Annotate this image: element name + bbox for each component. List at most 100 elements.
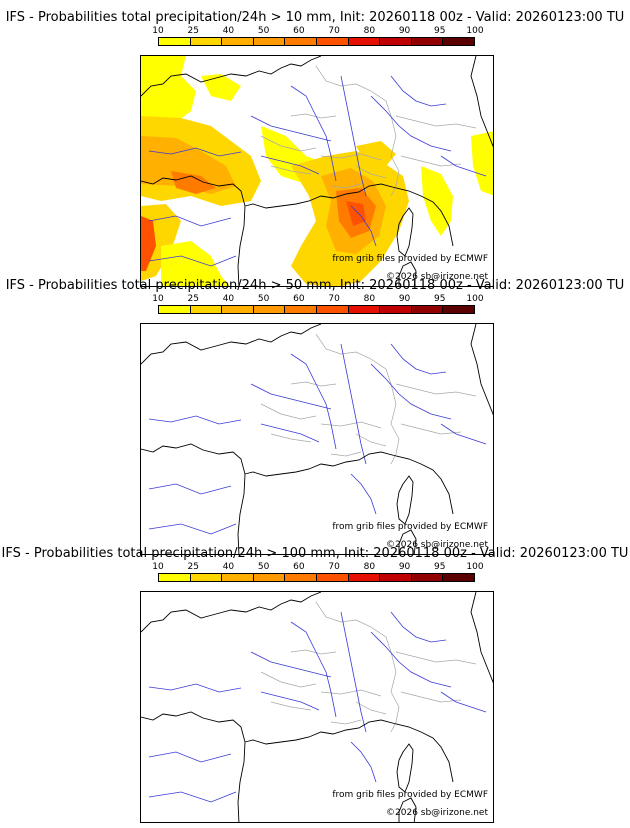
colorbar-swatch xyxy=(190,38,223,45)
precip-area xyxy=(346,201,366,226)
admin-border xyxy=(400,155,462,167)
colorbar-swatch xyxy=(285,306,317,313)
admin-border xyxy=(260,135,317,152)
admin-border xyxy=(290,113,337,119)
river xyxy=(260,155,320,175)
colorbar-tick-label: 60 xyxy=(293,26,305,36)
colorbar-swatch xyxy=(443,574,474,581)
river xyxy=(440,423,487,445)
admin-border xyxy=(395,383,477,397)
river xyxy=(148,147,242,157)
colorbar-tick-label: 70 xyxy=(328,26,340,36)
coastline xyxy=(244,183,454,247)
precip-area xyxy=(141,216,156,271)
colorbar-tick-label: 95 xyxy=(434,562,446,572)
coastline xyxy=(470,324,493,416)
colorbar-tick-label: 25 xyxy=(187,562,199,572)
colorbar-tick-label: 95 xyxy=(434,294,446,304)
colorbar-tick-label: 90 xyxy=(398,294,411,304)
admin-border xyxy=(400,691,462,703)
precip-area xyxy=(161,241,230,286)
river xyxy=(440,155,487,177)
river xyxy=(350,205,377,247)
admin-border xyxy=(270,701,312,711)
copyright-credit: ©2026 sb@irizone.net xyxy=(386,272,488,282)
colorbar-tick-label: 90 xyxy=(398,562,411,572)
colorbar-swatch xyxy=(348,574,381,581)
precip-area xyxy=(141,56,196,131)
colorbar-swatch xyxy=(253,306,286,313)
admin-border xyxy=(400,423,462,435)
river xyxy=(290,353,337,450)
colorbar-swatch xyxy=(316,574,349,581)
colorbar-swatch xyxy=(159,574,191,581)
river xyxy=(340,611,367,733)
colorbar-swatch xyxy=(190,306,223,313)
panel-50mm: IFS - Probabilities total precipitation/… xyxy=(0,278,630,555)
colorbar xyxy=(158,37,475,46)
river xyxy=(390,611,447,643)
colorbar-swatch xyxy=(380,574,412,581)
island xyxy=(396,475,414,525)
coastline xyxy=(141,56,322,286)
colorbar-tick-label: 60 xyxy=(293,562,305,572)
island xyxy=(396,207,414,257)
colorbar-swatch xyxy=(411,306,444,313)
source-credit: from grib files provided by ECMWF xyxy=(332,790,488,800)
river xyxy=(350,473,377,515)
panel-title: IFS - Probabilities total precipitation/… xyxy=(1,546,629,561)
colorbar-tick-label: 70 xyxy=(328,294,340,304)
coastline xyxy=(244,451,454,515)
colorbar-tick-label: 25 xyxy=(187,294,199,304)
river xyxy=(390,343,447,375)
colorbar-swatch xyxy=(443,38,474,45)
colorbar-tick-label: 70 xyxy=(328,562,340,572)
admin-border xyxy=(330,183,362,189)
copyright-credit: ©2026 sb@irizone.net xyxy=(386,540,488,550)
colorbar-swatch xyxy=(411,38,444,45)
colorbar-tick-label: 50 xyxy=(257,26,270,36)
copyright-credit: ©2026 sb@irizone.net xyxy=(386,808,488,818)
river xyxy=(440,691,487,713)
river xyxy=(148,255,237,267)
admin-border xyxy=(290,649,337,655)
colorbar-swatch xyxy=(316,306,349,313)
map-canvas xyxy=(141,324,493,554)
river xyxy=(250,651,332,678)
precip-map: from grib files provided by ECMWF ©2026 s… xyxy=(140,323,494,555)
panel-10mm: IFS - Probabilities total precipitation/… xyxy=(0,10,630,287)
coastline xyxy=(141,324,322,554)
colorbar-tick-label: 90 xyxy=(398,26,411,36)
precip-area xyxy=(171,171,216,194)
colorbar-tick-label: 80 xyxy=(363,294,376,304)
river xyxy=(370,631,452,688)
island xyxy=(398,261,417,286)
river xyxy=(148,523,237,535)
colorbar-labels: 10 25 40 50 60 70 80 90 95 100 xyxy=(152,26,495,37)
colorbar-swatch xyxy=(253,38,286,45)
colorbar-tick-label: 80 xyxy=(363,562,376,572)
river xyxy=(148,483,232,495)
river xyxy=(370,363,452,420)
river xyxy=(390,75,447,107)
colorbar-tick-label: 95 xyxy=(434,26,446,36)
colorbar-tick-label: 50 xyxy=(257,294,270,304)
colorbar-swatch xyxy=(316,38,349,45)
admin-border xyxy=(270,165,312,175)
colorbar-swatch xyxy=(190,574,223,581)
river xyxy=(290,621,337,718)
island xyxy=(396,743,414,793)
admin-border xyxy=(355,433,387,447)
admin-border xyxy=(330,451,362,457)
river xyxy=(340,75,367,197)
source-credit: from grib files provided by ECMWF xyxy=(332,522,488,532)
precip-area xyxy=(201,74,241,101)
colorbar-swatch xyxy=(159,38,191,45)
colorbar-swatch xyxy=(285,38,317,45)
admin-border xyxy=(315,65,400,197)
colorbar-tick-label: 40 xyxy=(222,26,235,36)
colorbar-swatch xyxy=(222,574,254,581)
river xyxy=(250,115,332,142)
panel-100mm: IFS - Probabilities total precipitation/… xyxy=(0,546,630,823)
admin-border xyxy=(290,381,337,387)
